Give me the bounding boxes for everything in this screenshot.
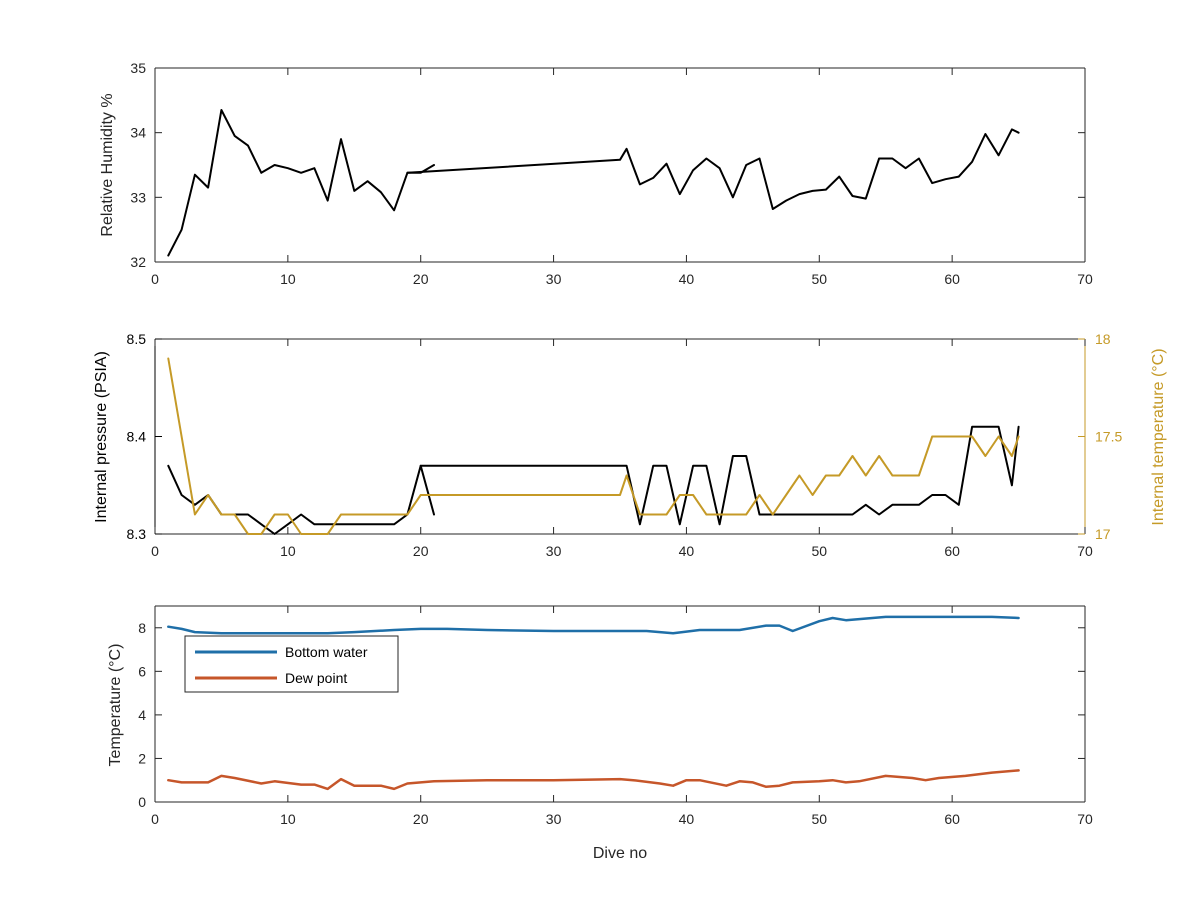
x-tick-label: 40	[679, 543, 695, 559]
pressure-temperature-panel: Internal pressure (PSIA) Internal temper…	[93, 331, 1167, 559]
series-1-line	[167, 357, 1020, 535]
y-tick-label: 6	[138, 663, 146, 679]
x-tick-label: 60	[944, 271, 960, 287]
humidity-panel: Relative Humidity % 0 10 20 30 40 50 60 70 32 33 3…	[99, 60, 1093, 287]
x-tick-label: 20	[413, 543, 429, 559]
x-tick-label: 50	[811, 271, 827, 287]
x-tick-label: 30	[546, 543, 562, 559]
y-tick-label: 8	[138, 620, 146, 636]
x-tick-label: 40	[679, 811, 695, 827]
y-tick-label: 33	[130, 189, 146, 205]
legend-entry-label: Bottom water	[285, 644, 368, 660]
y-tick-label: 2	[138, 750, 146, 766]
internal-temperature-y2-label: Internal temperature (°C)	[1150, 348, 1167, 525]
x-tick-label: 40	[679, 271, 695, 287]
x-tick-label: 30	[546, 811, 562, 827]
x-tick-label: 20	[413, 271, 429, 287]
y-tick-label: 8.4	[127, 429, 147, 445]
x-tick-label: 10	[280, 543, 296, 559]
x-tick-label: 10	[280, 271, 296, 287]
x-tick-label: 10	[280, 811, 296, 827]
series-0-line	[167, 464, 435, 535]
x-tick-label: 70	[1077, 811, 1093, 827]
x-tick-label: 30	[546, 271, 562, 287]
pressure-y-label: Internal pressure (PSIA)	[93, 351, 110, 523]
y-tick-label: 4	[138, 707, 146, 723]
series-0-line	[406, 128, 1020, 210]
x-tick-label: 0	[151, 271, 159, 287]
y-tick-label: 32	[130, 254, 146, 270]
y2-tick-label: 17.5	[1095, 429, 1122, 445]
y-tick-label: 35	[130, 60, 146, 76]
temperature-y-label: Temperature (°C)	[107, 644, 124, 767]
x-tick-label: 60	[944, 811, 960, 827]
y2-tick-label: 18	[1095, 331, 1111, 347]
y-tick-label: 8.3	[127, 526, 147, 542]
y2-tick-label: 17	[1095, 526, 1111, 542]
x-tick-label: 0	[151, 811, 159, 827]
dive-no-x-label: Dive no	[593, 845, 647, 862]
y-tick-label: 0	[138, 794, 146, 810]
x-tick-label: 70	[1077, 543, 1093, 559]
series-0-line	[167, 109, 435, 257]
temperature-panel: Temperature (°C) Dive no 0 10 20 30 40 50 60 70…	[107, 605, 1093, 862]
x-tick-label: 50	[811, 811, 827, 827]
y-tick-label: 8.5	[127, 331, 147, 347]
x-tick-label: 0	[151, 543, 159, 559]
series-0-line	[167, 615, 1020, 635]
legend-box	[184, 635, 399, 693]
x-tick-label: 60	[944, 543, 960, 559]
series-1-line	[167, 769, 1020, 791]
legend: Bottom water Dew point	[184, 635, 399, 693]
legend-entry-label: Dew point	[285, 670, 347, 686]
x-tick-label: 20	[413, 811, 429, 827]
y-tick-label: 34	[130, 125, 146, 141]
x-tick-label: 70	[1077, 271, 1093, 287]
series-0-line	[419, 425, 1020, 526]
humidity-y-label: Relative Humidity %	[99, 93, 116, 236]
x-tick-label: 50	[811, 543, 827, 559]
